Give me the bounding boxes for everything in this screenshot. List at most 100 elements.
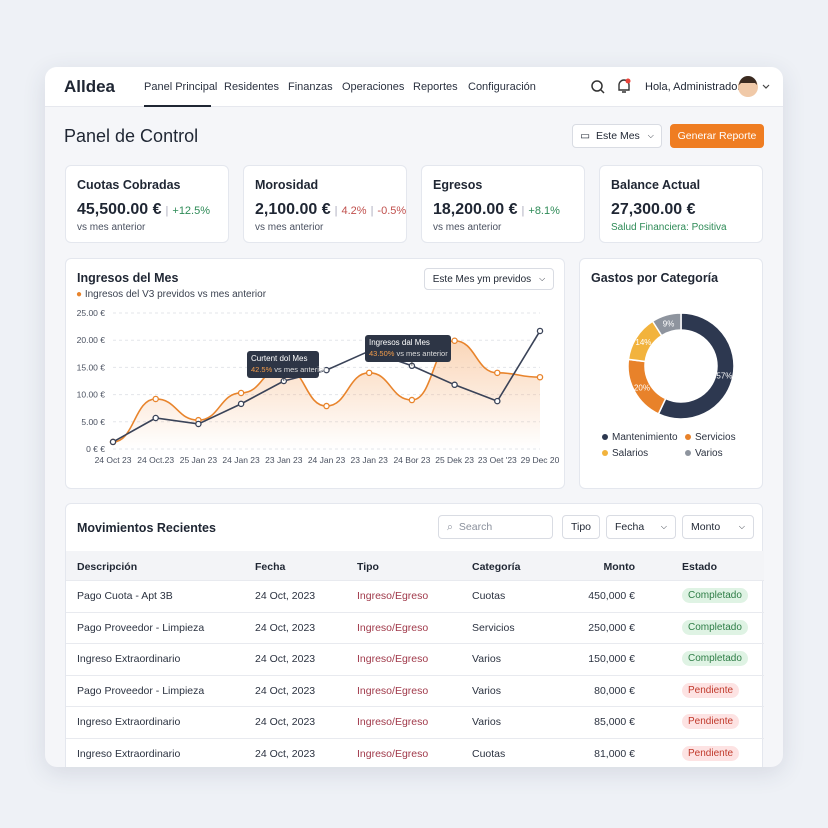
dropdown-label: Este Mes ym previdos xyxy=(432,273,532,285)
column-header: Tipo xyxy=(357,561,379,573)
cell: Ingreso/Egreso xyxy=(357,621,429,634)
cell: 24 Oct, 2023 xyxy=(255,716,316,729)
separator: | xyxy=(165,205,169,217)
kpi-note: Salud Financiera: Positiva xyxy=(611,222,727,233)
row-divider xyxy=(66,580,764,581)
cell: Pago Cuota - Apt 3B xyxy=(77,590,173,602)
avatar[interactable] xyxy=(737,76,771,98)
column-header: Estado xyxy=(682,561,718,573)
cell: Varios xyxy=(472,653,501,666)
table-header xyxy=(66,551,764,580)
nav-item[interactable]: Panel Principal xyxy=(144,81,218,93)
status-pill: Completado xyxy=(682,619,748,635)
movements-card: Movimientos Recientes ⌕ Search Tipo Fecha ⌵… xyxy=(65,503,764,767)
logo[interactable]: Alldea xyxy=(64,77,116,96)
kpi-note: vs mes anterior xyxy=(433,222,502,233)
kpi-change: +8.1% xyxy=(528,205,560,217)
cell: 80,000 € xyxy=(594,684,635,697)
cell: 450,000 € xyxy=(588,590,635,602)
app: Alldea Hola, Administrador Panel Princip… xyxy=(45,67,783,767)
cell: Varios xyxy=(472,716,501,729)
cell: Ingreso/Egreso xyxy=(357,748,429,760)
kpi-value: 18,200.00 € | +8.1% xyxy=(433,201,560,219)
filter-label: Monto xyxy=(691,521,721,533)
cell: 150,000 € xyxy=(588,653,635,666)
cell: 24 Oct, 2023 xyxy=(255,590,316,602)
chevron: ⌵ xyxy=(660,522,667,531)
cell: Ingreso/Egreso xyxy=(357,684,429,697)
separator: | xyxy=(521,205,525,217)
legend-text: Ingresos del V3 previdos vs mes anterior xyxy=(84,289,267,300)
nav-item[interactable]: Finanzas xyxy=(288,81,333,93)
kpi-label: Egresos xyxy=(433,178,483,192)
cell: Ingreso Extraordinario xyxy=(77,653,181,666)
column-header: Monto xyxy=(603,561,636,573)
status-pill: Pendiente xyxy=(682,746,740,761)
income-legend: ● Ingresos del V3 previdos vs mes anteri… xyxy=(76,289,267,300)
bell-icon[interactable] xyxy=(616,78,632,95)
kpi-change: 4.2% xyxy=(341,205,367,217)
expense-title: Gastos por Categoría xyxy=(591,271,719,285)
cell: Pago Proveedor - Limpieza xyxy=(77,621,205,634)
status-pill: Completado xyxy=(682,651,748,667)
period-select[interactable]: ▭ Este Mes ⌵ xyxy=(572,124,662,148)
filter[interactable]: Tipo xyxy=(562,515,600,539)
status-pill: Pendiente xyxy=(682,714,740,730)
column-header: Descripción xyxy=(77,561,138,573)
kpi-amount: 2,100.00 € xyxy=(255,201,331,218)
cell: 81,000 € xyxy=(594,748,635,760)
filter-label: Tipo xyxy=(570,521,592,533)
cell: Servicios xyxy=(472,621,515,634)
search-placeholder: Search xyxy=(458,521,493,533)
search-icon[interactable] xyxy=(590,79,606,95)
cell: 24 Oct, 2023 xyxy=(255,748,316,760)
cell: Cuotas xyxy=(472,748,506,760)
kpi-card: Cuotas Cobradas 45,500.00 € | +12.5% vs mes … xyxy=(65,165,229,243)
cell: 24 Oct, 2023 xyxy=(255,684,316,697)
movements-title: Movimientos Recientes xyxy=(77,521,216,535)
search-box[interactable]: ⌕ Search xyxy=(438,515,553,539)
separator: | xyxy=(370,205,374,217)
greeting: Hola, Administrador xyxy=(645,81,741,93)
nav-item[interactable]: Reportes xyxy=(413,81,458,93)
cell: Ingreso/Egreso xyxy=(357,590,429,602)
cell: Pago Proveedor - Limpieza xyxy=(77,684,205,697)
kpi-label: Cuotas Cobradas xyxy=(77,178,181,192)
income-title: Ingresos del Mes xyxy=(77,271,179,285)
kpi-value: 2,100.00 € | 4.2% | -0.5% xyxy=(255,201,406,219)
kpi-value: 27,300.00 € xyxy=(611,201,696,219)
income-card: Ingresos del Mes ● Ingresos del V3 previ… xyxy=(65,258,565,489)
kpi-card: Egresos 18,200.00 € | +8.1% vs mes anterior xyxy=(421,165,585,243)
kpi-card: Morosidad 2,100.00 € | 4.2% | -0.5% vs mes ant… xyxy=(243,165,407,243)
filter[interactable]: Fecha ⌵ xyxy=(606,515,676,539)
cell: Ingreso/Egreso xyxy=(357,653,429,666)
kpi-change: +12.5% xyxy=(172,205,211,217)
row-divider xyxy=(66,643,764,645)
nav-item[interactable]: Residentes xyxy=(224,81,280,93)
row-divider xyxy=(66,738,764,739)
status-pill: Completado xyxy=(682,588,748,603)
kpi-note: vs mes anterior xyxy=(255,222,324,233)
cell: Varios xyxy=(472,684,501,697)
nav-item[interactable]: Operaciones xyxy=(342,81,405,93)
kpi-note: vs mes anterior xyxy=(77,222,146,233)
cell: Ingreso/Egreso xyxy=(357,716,429,729)
separator: | xyxy=(334,205,338,217)
active-underline xyxy=(144,105,211,107)
row-divider xyxy=(66,706,764,708)
column-header: Fecha xyxy=(255,561,286,573)
row-divider xyxy=(66,674,764,676)
status-pill: Pendiente xyxy=(682,682,740,698)
nav-item[interactable]: Configuración xyxy=(468,81,536,93)
income-dropdown[interactable]: Este Mes ym previdos ⌵ xyxy=(424,268,554,290)
cell: 250,000 € xyxy=(588,621,635,634)
kpi-amount: 27,300.00 € xyxy=(611,201,696,218)
cell: Ingreso Extraordinario xyxy=(77,748,181,760)
kpi-label: Balance Actual xyxy=(611,178,701,192)
kpi-change: -0.5% xyxy=(377,205,407,217)
period-label: Este Mes xyxy=(596,130,640,142)
report-button[interactable]: Generar Reporte xyxy=(670,124,764,148)
kpi-label: Morosidad xyxy=(255,178,319,192)
filter[interactable]: Monto ⌵ xyxy=(682,515,754,539)
